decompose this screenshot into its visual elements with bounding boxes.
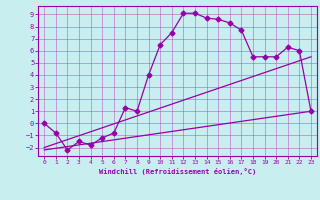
X-axis label: Windchill (Refroidissement éolien,°C): Windchill (Refroidissement éolien,°C) xyxy=(99,168,256,175)
